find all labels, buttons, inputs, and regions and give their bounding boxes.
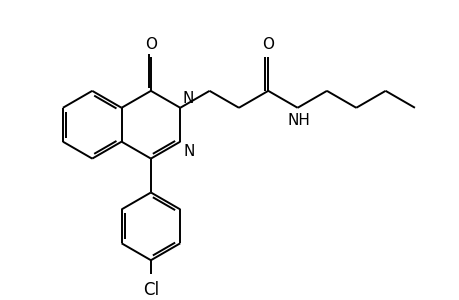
Text: O: O — [262, 38, 274, 52]
Text: N: N — [182, 91, 193, 106]
Text: O: O — [145, 38, 157, 52]
Text: Cl: Cl — [143, 281, 159, 299]
Text: NH: NH — [286, 113, 309, 128]
Text: N: N — [184, 144, 195, 159]
